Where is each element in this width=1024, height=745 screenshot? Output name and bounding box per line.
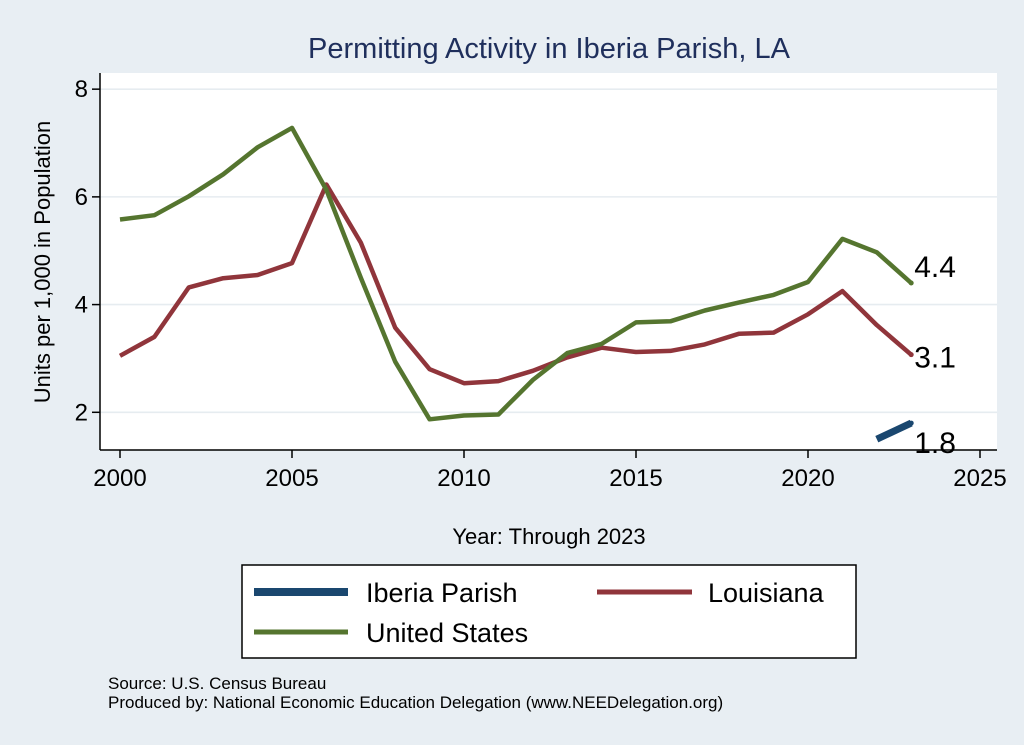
legend-box xyxy=(241,564,857,659)
axes: 2 4 6 8 2000 2005 2010 2015 2020 2025 xyxy=(75,73,1007,492)
end-label-iberia-parish: 1.8 xyxy=(914,427,956,460)
end-label-united-states: 4.4 xyxy=(914,251,956,284)
x-tick-label-2020: 2020 xyxy=(781,465,834,492)
x-tick-label-2010: 2010 xyxy=(437,465,490,492)
chart-title: Permitting Activity in Iberia Parish, LA xyxy=(308,33,791,65)
x-tick-label-2025: 2025 xyxy=(953,465,1006,492)
series-end-point-iberia-parish xyxy=(908,420,914,426)
legend: Iberia Parish Louisiana United States xyxy=(241,564,857,659)
y-tick-label-6: 6 xyxy=(75,184,88,211)
series-line-united-states xyxy=(119,125,913,422)
x-axis-title: Year: Through 2023 xyxy=(452,524,645,549)
plot-area xyxy=(100,73,997,450)
produced-by-note: Produced by: National Economic Education… xyxy=(108,693,723,712)
series-end-point-united-states xyxy=(908,280,914,286)
legend-label-iberia-parish: Iberia Parish xyxy=(366,578,518,608)
legend-label-louisiana: Louisiana xyxy=(708,578,825,608)
y-tick-label-4: 4 xyxy=(75,292,88,319)
legend-label-united-states: United States xyxy=(366,618,528,648)
end-labels: 3.1 4.4 1.8 xyxy=(914,251,956,460)
x-tick-label-2005: 2005 xyxy=(265,465,318,492)
series-end-point-louisiana xyxy=(908,352,914,358)
y-axis-title: Units per 1,000 in Population xyxy=(30,121,55,404)
y-tick-label-8: 8 xyxy=(75,76,88,103)
source-note: Source: U.S. Census Bureau xyxy=(108,674,326,693)
x-tick-label-2015: 2015 xyxy=(609,465,662,492)
gridlines xyxy=(100,88,997,414)
y-tick-label-2: 2 xyxy=(75,399,88,426)
end-label-louisiana: 3.1 xyxy=(914,342,956,375)
series-line-louisiana xyxy=(118,182,913,386)
series xyxy=(118,125,914,443)
series-line-iberia-parish xyxy=(875,419,913,443)
x-tick-label-2000: 2000 xyxy=(93,465,146,492)
